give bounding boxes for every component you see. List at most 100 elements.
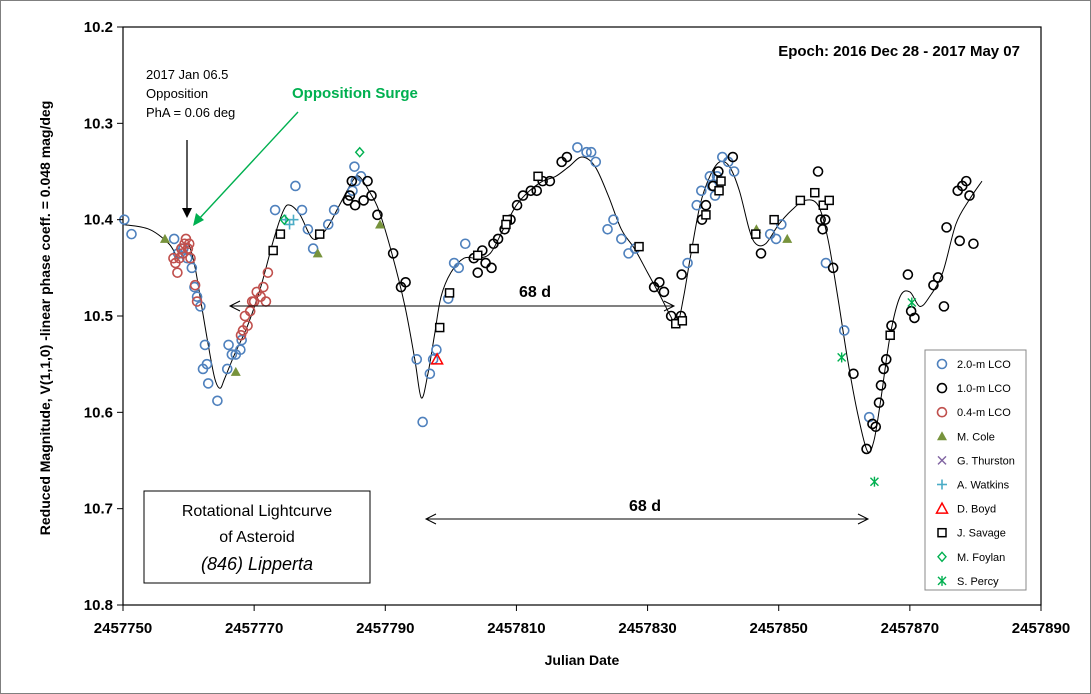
point-1-0-m-lco [941,222,952,233]
legend-marker-j-savage [937,527,947,538]
opposition-phase: PhA = 0.06 deg [146,105,235,120]
point-1-0-m-lco [819,214,831,225]
point-j-savage [434,322,445,333]
point-1-0-m-lco [932,272,944,283]
epoch-label: Epoch: 2016 Dec 28 - 2017 May 07 [778,43,1020,60]
point-1-0-m-lco [700,199,712,211]
legend-label-a-watkins: A. Watkins [957,480,1010,492]
x-tick-label: 2457830 [618,620,676,637]
period-arrow-lower-left-head [424,513,437,525]
surge-arrowhead [193,213,204,226]
x-tick-label: 2457870 [881,620,939,637]
point-j-savage [751,229,761,239]
point-2-0-m-lco [199,339,211,351]
point-2-0-m-lco [572,142,583,153]
point-1-0-m-lco [867,418,878,430]
point-j-savage [275,229,286,239]
point-j-savage [769,214,779,225]
x-tick-label: 2457770 [225,620,283,637]
point-1-0-m-lco [827,262,839,274]
point-2-0-m-lco [126,228,137,240]
point-j-savage [444,288,455,298]
point-2-0-m-lco [221,363,233,375]
point-0-4-m-lco [262,267,274,278]
point-1-0-m-lco [848,368,859,380]
point-1-0-m-lco [342,195,354,206]
point-2-0-m-lco [290,180,301,192]
point-1-0-m-lco [815,214,826,225]
point-2-0-m-lco [581,146,592,158]
point-1-0-m-lco [400,276,411,288]
legend-label-1-0-m-lco: 1.0-m LCO [957,383,1011,395]
period-arrow-lower-right-head [857,513,870,525]
point-1-0-m-lco [861,443,872,455]
legend-marker-1-0-m-lco [936,382,948,394]
point-1-0-m-lco [366,190,377,201]
point-j-savage [824,195,834,206]
point-1-0-m-lco [928,279,939,291]
point-1-0-m-lco [875,380,887,391]
point-m-cole [782,233,793,243]
point-m-cole [375,219,386,229]
point-j-savage [701,210,711,220]
point-1-0-m-lco [878,363,889,375]
point-2-0-m-lco [453,262,465,274]
legend-label-s-percy: S. Percy [957,576,999,588]
legend-marker-s-percy [937,575,947,586]
point-j-savage [714,186,724,196]
y-tick-label: 10.6 [84,404,113,421]
legend: 2.0-m LCO 1.0-m LCO 0.4-m LCO M. Cole G. Thu… [935,358,1015,588]
point-2-0-m-lco [197,363,209,375]
point-1-0-m-lco [387,248,399,259]
legend-marker-d-boyd [935,501,949,514]
point-2-0-m-lco [820,257,832,269]
point-1-0-m-lco [873,397,885,409]
point-m-cole [230,366,241,376]
surge-arrow [197,111,299,221]
point-0-4-m-lco [258,281,269,293]
opposition-label: Opposition [146,86,208,101]
period-label-upper: 68 d [519,284,551,301]
x-tick-label: 2457790 [356,620,414,637]
point-2-0-m-lco [296,204,308,216]
point-2-0-m-lco [302,224,314,235]
point-1-0-m-lco [346,175,358,187]
data-points-layer [119,142,979,487]
point-2-0-m-lco [411,354,423,365]
point-j-savage [314,229,325,239]
legend-label-g-thurston: G. Thurston [957,455,1015,467]
point-2-0-m-lco [770,233,782,245]
point-1-0-m-lco [713,166,724,177]
point-s-percy [837,352,847,363]
point-j-savage [795,195,806,206]
x-tick-label: 2457850 [750,620,808,637]
point-j-savage [689,243,699,254]
y-tick-label: 10.2 [84,19,113,36]
point-2-0-m-lco [168,233,180,245]
point-2-0-m-lco [602,224,613,235]
title-box-line3: (846) Lipperta [201,554,313,574]
point-1-0-m-lco [654,276,665,288]
point-0-4-m-lco [242,320,253,331]
point-1-0-m-lco [472,267,484,278]
point-m-cole [312,248,323,258]
point-j-savage [885,330,895,341]
legend-box [924,349,1027,591]
legend-label-d-boyd: D. Boyd [957,504,996,516]
period-label-lower: 68 d [629,498,661,515]
point-0-4-m-lco [191,296,203,307]
point-0-4-m-lco [182,243,194,254]
point-1-0-m-lco [511,199,523,211]
point-1-0-m-lco [812,166,824,177]
point-1-0-m-lco [817,224,828,235]
point-j-savage [472,250,483,261]
point-2-0-m-lco [459,238,471,250]
point-j-savage [268,245,278,256]
point-j-savage [818,200,829,210]
point-0-4-m-lco [235,329,247,341]
point-j-savage [533,171,543,182]
x-tick-label: 2457810 [487,620,545,637]
point-a-watkins [288,214,299,225]
point-1-0-m-lco [707,180,719,192]
y-tick-label: 10.3 [84,115,113,132]
